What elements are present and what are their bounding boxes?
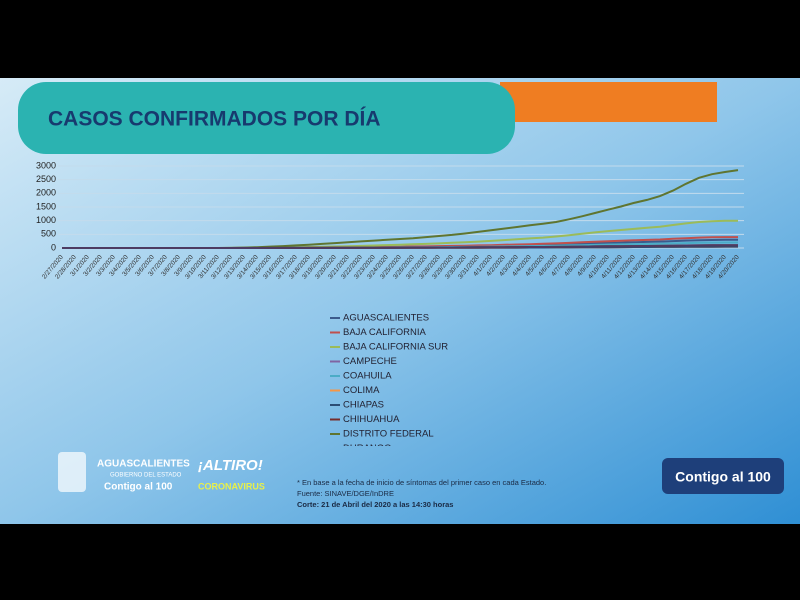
y-tick-label: 500	[41, 229, 56, 239]
source: Fuente: SINAVE/DGE/InDRE	[297, 489, 394, 498]
legend-label: CHIHUAHUA	[343, 414, 400, 425]
y-tick-label: 3000	[36, 160, 56, 170]
footnote: * En base a la fecha de inicio de síntom…	[297, 478, 546, 487]
legend-label: CHIAPAS	[343, 400, 384, 411]
legend-label: DISTRITO FEDERAL	[343, 429, 434, 440]
y-tick-label: 2000	[36, 188, 56, 198]
legend-label: CAMPECHE	[343, 356, 397, 367]
legend: AGUASCALIENTES BAJA CALIFORNIA BAJA CALIFO…	[330, 313, 448, 454]
campaign-sub: CORONAVIRUS	[198, 481, 265, 491]
slogan: Contigo al 100	[104, 482, 173, 493]
government: GOBIERNO DEL ESTADO	[110, 473, 182, 479]
legend-label: COLIMA	[343, 385, 380, 396]
legend-label: BAJA CALIFORNIA SUR	[343, 342, 448, 353]
legend-label: AGUASCALIENTES	[343, 313, 429, 324]
y-tick-label: 2500	[36, 174, 56, 184]
state-name: AGUASCALIENTES	[97, 459, 190, 470]
legend-label: DURANGO	[343, 443, 392, 454]
title-banner	[18, 82, 515, 154]
legend-label: COAHUILA	[343, 371, 392, 382]
y-tick-label: 1500	[36, 201, 56, 211]
orange-band	[500, 82, 717, 122]
badge-text: Contigo al 100	[675, 469, 771, 485]
campaign: ¡ALTIRO!	[198, 457, 263, 474]
chart-title: CASOS CONFIRMADOS POR DÍA	[48, 108, 381, 131]
y-tick-label: 1000	[36, 215, 56, 225]
legend-label: BAJA CALIFORNIA	[343, 327, 427, 338]
series-line	[62, 244, 738, 249]
y-tick-label: 0	[51, 242, 56, 252]
cutoff: Corte: 21 de Abril del 2020 a las 14:30 …	[297, 500, 453, 509]
coat-of-arms	[58, 452, 86, 492]
badge	[662, 458, 784, 494]
